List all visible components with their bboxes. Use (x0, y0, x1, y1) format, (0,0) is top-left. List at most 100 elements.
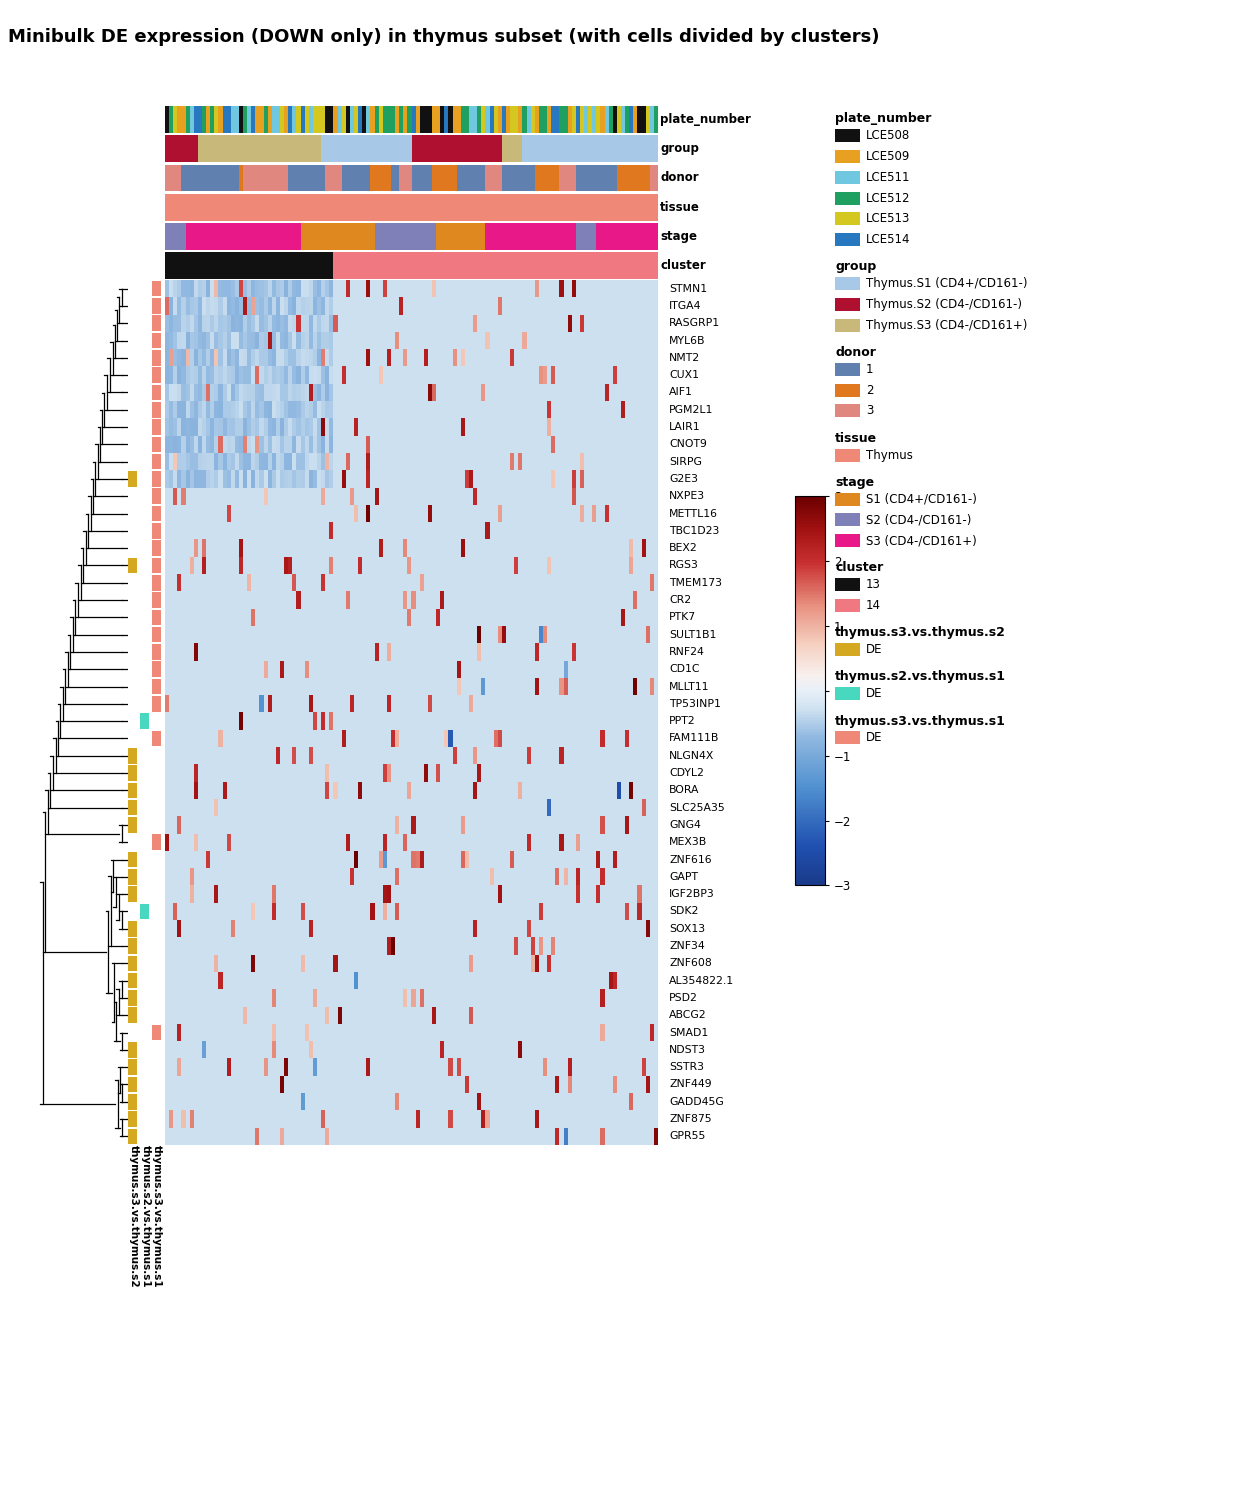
Bar (645, 135, 650, 162)
Text: 1: 1 (866, 362, 874, 376)
Bar (424, 251, 428, 278)
Text: plate_number: plate_number (660, 114, 751, 126)
Bar (181, 193, 186, 220)
Bar (367, 165, 371, 192)
Bar (593, 223, 597, 250)
Bar (466, 251, 469, 278)
Bar (313, 135, 317, 162)
Bar (654, 251, 658, 278)
Bar (568, 223, 572, 250)
Bar (297, 135, 301, 162)
Text: AL354822.1: AL354822.1 (669, 976, 735, 985)
Bar (297, 165, 301, 192)
Bar (206, 106, 210, 133)
Text: SMAD1: SMAD1 (669, 1027, 709, 1037)
Bar (543, 135, 547, 162)
Bar (547, 165, 552, 192)
Bar (432, 251, 436, 278)
Bar (329, 193, 333, 220)
Bar (152, 834, 161, 850)
Bar (260, 165, 263, 192)
Bar (510, 223, 514, 250)
Bar (190, 193, 193, 220)
Bar (391, 193, 396, 220)
Bar (288, 106, 292, 133)
Bar (301, 135, 305, 162)
Bar (206, 223, 210, 250)
Bar (215, 165, 218, 192)
Bar (173, 251, 177, 278)
Bar (227, 251, 231, 278)
Bar (313, 223, 317, 250)
Bar (399, 135, 403, 162)
Bar (263, 193, 268, 220)
Bar (575, 251, 580, 278)
Text: cluster: cluster (835, 561, 884, 575)
Bar (597, 193, 600, 220)
Bar (399, 251, 403, 278)
Bar (530, 223, 534, 250)
Bar (448, 223, 453, 250)
Bar (428, 193, 432, 220)
Bar (604, 251, 609, 278)
Bar (502, 135, 505, 162)
Bar (510, 193, 514, 220)
Text: RGS3: RGS3 (669, 560, 699, 570)
Bar (441, 193, 444, 220)
Bar (505, 135, 510, 162)
Bar (210, 106, 215, 133)
Bar (622, 223, 625, 250)
Bar (453, 193, 457, 220)
Bar (301, 223, 305, 250)
Bar (190, 251, 193, 278)
Bar (514, 135, 518, 162)
Bar (568, 193, 572, 220)
Bar (498, 251, 502, 278)
Bar (547, 135, 552, 162)
Bar (297, 193, 301, 220)
Bar (502, 193, 505, 220)
Bar (193, 223, 198, 250)
Bar (362, 193, 367, 220)
Bar (534, 193, 539, 220)
Bar (534, 251, 539, 278)
Bar (650, 223, 654, 250)
Bar (494, 106, 498, 133)
Bar (469, 106, 473, 133)
Bar (152, 609, 161, 626)
Bar (152, 696, 161, 711)
Bar (552, 165, 555, 192)
Bar (835, 192, 860, 205)
Bar (231, 135, 235, 162)
Bar (181, 251, 186, 278)
Text: NXPE3: NXPE3 (669, 491, 705, 501)
Bar (645, 223, 650, 250)
Bar (235, 106, 238, 133)
Bar (539, 135, 543, 162)
Bar (152, 1025, 161, 1040)
Bar (305, 223, 308, 250)
Bar (231, 223, 235, 250)
Bar (193, 106, 198, 133)
Bar (424, 135, 428, 162)
Bar (268, 223, 272, 250)
Bar (170, 223, 173, 250)
Bar (629, 193, 633, 220)
Text: SIRPG: SIRPG (669, 457, 703, 467)
Bar (152, 593, 161, 608)
Text: CUX1: CUX1 (669, 370, 699, 380)
Bar (280, 135, 285, 162)
Bar (129, 1007, 137, 1022)
Bar (313, 193, 317, 220)
Bar (555, 223, 559, 250)
Bar (407, 165, 412, 192)
Bar (416, 223, 419, 250)
Bar (383, 165, 387, 192)
Bar (272, 223, 276, 250)
Bar (329, 135, 333, 162)
Bar (129, 886, 137, 901)
Bar (329, 251, 333, 278)
Bar (617, 165, 622, 192)
Bar (575, 193, 580, 220)
Bar (181, 135, 186, 162)
